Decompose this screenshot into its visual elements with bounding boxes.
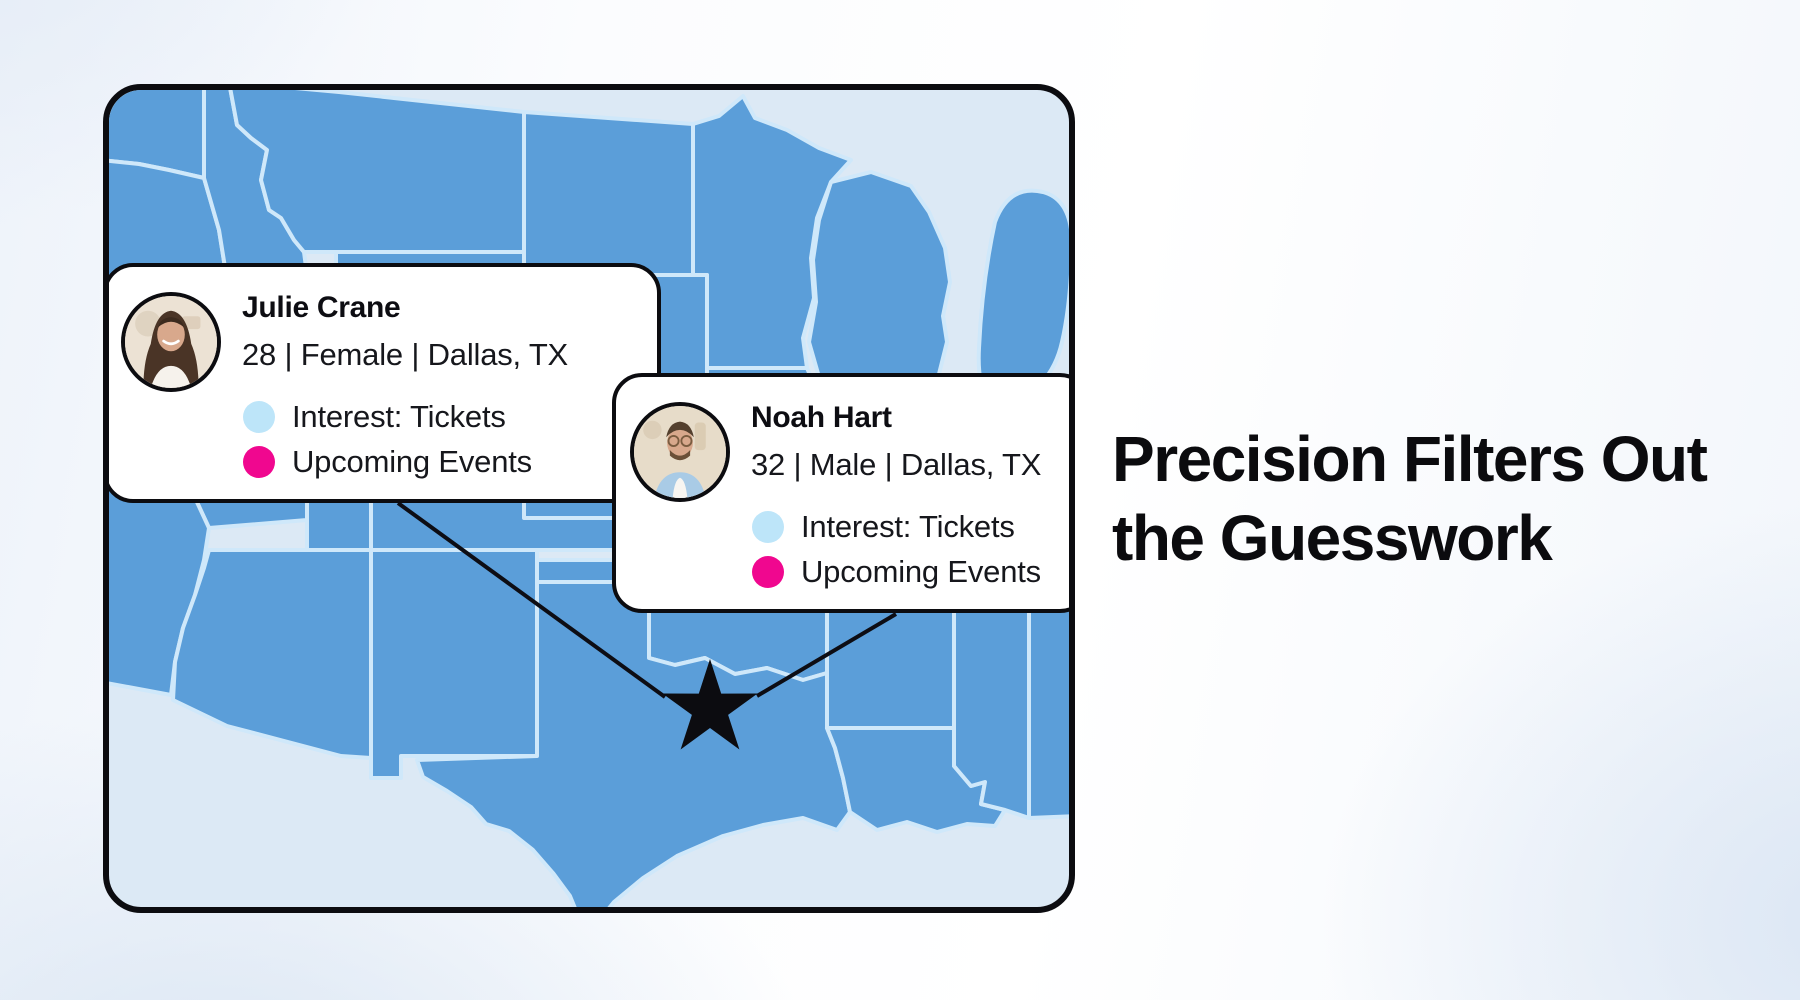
profile-name: Julie Crane	[242, 291, 401, 324]
avatar-man-portrait-icon	[630, 402, 730, 502]
interest-dot-icon	[243, 401, 275, 433]
events-dot-icon	[752, 556, 784, 588]
profile-details: 32 | Male | Dallas, TX	[751, 447, 1042, 482]
us-map-card: Julie Crane 28 | Female | Dallas, TX Int…	[103, 84, 1075, 913]
events-label: Upcoming Events	[801, 554, 1041, 589]
events-label: Upcoming Events	[292, 444, 532, 479]
events-dot-icon	[243, 446, 275, 478]
headline-line-1: Precision Filters Out	[1112, 423, 1708, 495]
connector-line-left	[396, 501, 667, 699]
profile-card-julie: Julie Crane 28 | Female | Dallas, TX Int…	[109, 263, 661, 503]
events-row: Upcoming Events	[243, 444, 532, 480]
connector-line-right	[755, 612, 898, 698]
avatar-woman-portrait-icon	[121, 292, 221, 392]
headline: Precision Filters Out the Guesswork	[1112, 420, 1772, 578]
headline-line-2: the Guesswork	[1112, 502, 1553, 574]
profile-card-noah: Noah Hart 32 | Male | Dallas, TX Interes…	[612, 373, 1069, 613]
interest-label: Interest: Tickets	[801, 509, 1015, 544]
interest-label: Interest: Tickets	[292, 399, 506, 434]
interest-row: Interest: Tickets	[752, 509, 1015, 545]
profile-name: Noah Hart	[751, 401, 892, 434]
events-row: Upcoming Events	[752, 554, 1041, 590]
profile-details: 28 | Female | Dallas, TX	[242, 337, 569, 372]
interest-row: Interest: Tickets	[243, 399, 506, 435]
interest-dot-icon	[752, 511, 784, 543]
location-star-marker	[662, 659, 758, 750]
